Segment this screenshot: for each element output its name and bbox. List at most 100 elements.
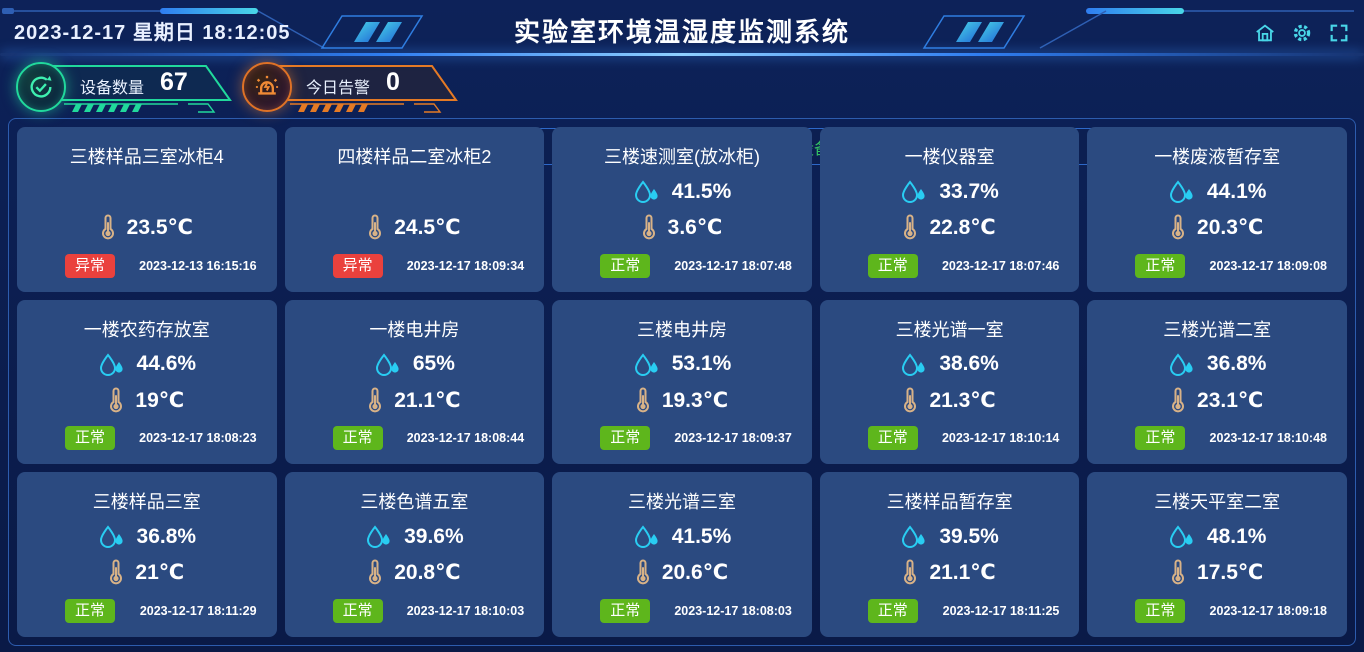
status-badge: 异常	[332, 253, 383, 278]
humidity-row: 48.1%	[1087, 525, 1347, 549]
home-icon[interactable]	[1254, 22, 1276, 44]
sensor-card[interactable]: 一楼仪器室 33.7% 22.8℃ 正常 2023-12-17 18:07:	[819, 127, 1080, 292]
sensor-card[interactable]: 一楼农药存放室 44.6% 19℃ 正常 2023-12-17 18:08:	[17, 299, 277, 465]
sensor-card[interactable]: 三楼光谱一室 38.6% 21.3℃ 正常 2023-12-17 18:10	[819, 299, 1080, 465]
thermometer-icon	[636, 559, 649, 585]
thermometer-icon	[369, 387, 382, 413]
temperature-value: 17.5℃	[1197, 561, 1264, 585]
humidity-icon	[1169, 180, 1193, 204]
sensor-card[interactable]: 三楼样品暂存室 39.5% 21.1℃ 正常 2023-12-17 18:1	[819, 472, 1080, 637]
status-badge: 正常	[1135, 253, 1186, 278]
alarm-count-label: 今日告警	[306, 80, 371, 97]
card-grid: 三楼样品三室冰柜4 23.5℃ 异常 2023-12-13 16:15:1	[17, 127, 1347, 637]
status-badge: 正常	[867, 253, 918, 278]
humidity-icon	[1169, 525, 1193, 549]
device-badge-frame	[49, 65, 232, 113]
humidity-value: 65%	[412, 352, 455, 376]
sensor-card[interactable]: 三楼光谱三室 41.5% 20.6℃ 正常 2023-12-17 18:08	[552, 472, 812, 637]
sensor-card[interactable]: 一楼废液暂存室 44.1% 20.3℃ 正常 2023-12-17 18:0	[1087, 127, 1347, 292]
status-badge: 正常	[1135, 599, 1186, 623]
temperature-row: 21℃	[17, 559, 277, 586]
sensor-card[interactable]: 三楼样品三室冰柜4 23.5℃ 异常 2023-12-13 16:15:1	[17, 127, 277, 292]
status-badge: 正常	[332, 599, 383, 623]
timestamp: 2023-12-17 18:08:23	[139, 431, 257, 446]
humidity-value: 41.5%	[671, 179, 732, 203]
timestamp: 2023-12-17 18:08:44	[406, 431, 525, 446]
humidity-row: 36.8%	[17, 525, 277, 549]
humidity-icon	[99, 525, 123, 549]
humidity-value: 41.5%	[671, 524, 732, 548]
device-count-value: 67	[160, 68, 188, 96]
temperature-value: 21.1℃	[394, 388, 461, 412]
room-name: 三楼天平室二室	[1154, 492, 1281, 513]
timestamp: 2023-12-13 16:15:16	[139, 258, 257, 273]
humidity-icon	[634, 525, 658, 549]
humidity-row: 39.5%	[820, 525, 1080, 549]
humidity-value: 48.1%	[1206, 524, 1267, 548]
humidity-row: 65%	[285, 352, 545, 376]
alarm-beacon-icon	[242, 62, 292, 112]
header: 2023-12-17 星期日 18:12:05 实验室环境温湿度监测系统	[0, 0, 1364, 58]
sensor-card[interactable]: 三楼速测室(放冰柜) 41.5% 3.6℃ 正常 2023-12-17 18	[552, 127, 812, 292]
temperature-row: 21.1℃	[285, 387, 545, 414]
header-glowline	[0, 53, 1364, 56]
humidity-icon	[99, 353, 123, 376]
timestamp: 2023-12-17 18:10:03	[406, 604, 525, 618]
thermometer-icon	[904, 214, 917, 240]
room-name: 一楼仪器室	[904, 147, 995, 167]
settings-icon[interactable]	[1291, 22, 1313, 44]
status-badge: 正常	[867, 426, 918, 451]
timestamp: 2023-12-17 18:09:08	[1209, 258, 1327, 273]
room-name: 三楼色谱五室	[360, 492, 469, 513]
humidity-icon	[634, 353, 658, 376]
thermometer-icon	[904, 387, 917, 413]
humidity-value: 36.8%	[1206, 352, 1267, 376]
device-count-badge: 设备数量 67	[14, 62, 246, 114]
status-badge: 正常	[65, 599, 116, 623]
room-name: 三楼样品三室冰柜4	[69, 147, 224, 167]
sensor-card[interactable]: 三楼天平室二室 48.1% 17.5℃ 正常 2023-12-17 18:0	[1087, 472, 1347, 637]
status-badge: 正常	[600, 599, 651, 623]
temperature-row: 21.3℃	[820, 387, 1080, 414]
status-badge: 正常	[1135, 426, 1186, 451]
temperature-row: 20.3℃	[1087, 214, 1347, 241]
sensor-card[interactable]: 四楼样品二室冰柜2 24.5℃ 异常 2023-12-17 18:09:3	[284, 127, 545, 292]
sensor-card[interactable]: 三楼光谱二室 36.8% 23.1℃ 正常 2023-12-17 18:10	[1087, 299, 1347, 465]
sensor-card[interactable]: 三楼色谱五室 39.6% 20.8℃ 正常 2023-12-17 18:10	[284, 472, 545, 637]
temperature-value: 3.6℃	[667, 216, 723, 240]
alarm-badge-frame	[275, 65, 458, 113]
humidity-row: 38.6%	[820, 352, 1080, 376]
temperature-value: 24.5℃	[394, 215, 461, 239]
sensor-card[interactable]: 三楼电井房 53.1% 19.3℃ 正常 2023-12-17 18:09:	[552, 299, 812, 465]
thermometer-icon	[636, 387, 649, 413]
room-name: 三楼光谱二室	[1163, 319, 1272, 340]
temperature-row: 21.1℃	[820, 559, 1080, 586]
sensor-card[interactable]: 三楼样品三室 36.8% 21℃ 正常 2023-12-17 18:11:2	[17, 472, 277, 637]
timestamp: 2023-12-17 18:07:48	[674, 258, 792, 273]
temperature-row: 24.5℃	[285, 214, 545, 241]
thermometer-icon	[1172, 214, 1185, 240]
thermometer-icon	[642, 214, 655, 240]
temperature-row: 17.5℃	[1087, 559, 1347, 586]
sensor-card[interactable]: 一楼电井房 65% 21.1℃ 正常 2023-12-17 18:08:44	[284, 299, 545, 465]
temperature-row: 22.8℃	[820, 214, 1080, 241]
humidity-icon	[902, 180, 925, 204]
humidity-row: 41.5%	[552, 180, 812, 204]
temperature-row: 3.6℃	[552, 214, 812, 241]
humidity-value: 36.8%	[136, 524, 197, 548]
temperature-value: 23.5℃	[126, 215, 193, 239]
fullscreen-icon[interactable]	[1328, 22, 1350, 44]
room-name: 一楼电井房	[369, 319, 460, 340]
humidity-value: 44.6%	[136, 352, 197, 376]
timestamp: 2023-12-17 18:08:03	[674, 604, 792, 618]
humidity-value: 33.7%	[939, 179, 999, 203]
status-badge: 正常	[867, 599, 918, 623]
timestamp: 2023-12-17 18:10:14	[941, 431, 1060, 446]
thermometer-icon	[904, 559, 917, 585]
timestamp: 2023-12-17 18:09:37	[674, 431, 792, 446]
temperature-value: 21.1℃	[929, 561, 996, 585]
datetime: 2023-12-17 星期日 18:12:05	[14, 22, 291, 44]
thermometer-icon	[369, 214, 382, 240]
device-check-icon	[16, 62, 66, 112]
temperature-row: 23.1℃	[1087, 387, 1347, 414]
